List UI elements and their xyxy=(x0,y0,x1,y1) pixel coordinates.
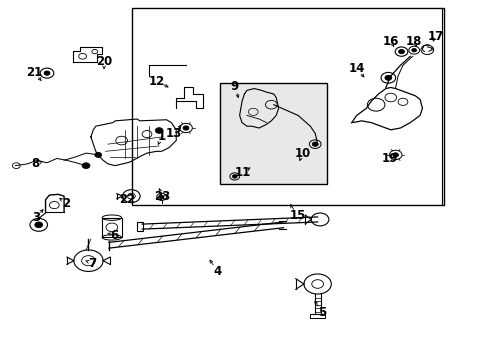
Text: 4: 4 xyxy=(213,265,222,278)
Circle shape xyxy=(183,126,188,130)
Text: 3: 3 xyxy=(32,211,40,224)
Circle shape xyxy=(312,142,318,146)
Text: 8: 8 xyxy=(32,157,40,170)
Circle shape xyxy=(35,222,42,228)
Text: 23: 23 xyxy=(154,190,170,203)
Circle shape xyxy=(159,195,163,199)
Circle shape xyxy=(232,175,237,178)
Circle shape xyxy=(411,48,416,52)
Bar xyxy=(220,83,327,184)
Bar xyxy=(310,314,325,318)
Text: 21: 21 xyxy=(26,66,42,79)
Text: 10: 10 xyxy=(294,147,310,159)
Circle shape xyxy=(392,153,398,157)
Text: 9: 9 xyxy=(230,80,238,93)
Text: 18: 18 xyxy=(405,35,421,49)
Text: 16: 16 xyxy=(382,35,398,49)
Text: 5: 5 xyxy=(318,306,326,319)
Text: 20: 20 xyxy=(96,55,112,68)
Bar xyxy=(132,8,444,205)
Text: 7: 7 xyxy=(88,257,96,270)
Text: 17: 17 xyxy=(427,30,443,43)
Text: 14: 14 xyxy=(348,62,364,75)
Text: 6: 6 xyxy=(110,229,118,242)
Text: 1: 1 xyxy=(157,130,165,144)
Text: 15: 15 xyxy=(289,210,305,222)
Bar xyxy=(102,218,122,237)
Text: 19: 19 xyxy=(381,152,397,165)
Circle shape xyxy=(82,163,90,168)
Circle shape xyxy=(95,152,102,157)
Text: 13: 13 xyxy=(165,127,182,140)
Text: 22: 22 xyxy=(119,193,135,206)
Circle shape xyxy=(398,49,404,54)
Circle shape xyxy=(44,71,50,75)
Text: 2: 2 xyxy=(62,197,70,210)
Circle shape xyxy=(384,75,391,80)
Text: 11: 11 xyxy=(234,166,251,179)
Circle shape xyxy=(155,128,163,134)
Text: 12: 12 xyxy=(148,75,164,88)
Bar xyxy=(137,222,143,231)
